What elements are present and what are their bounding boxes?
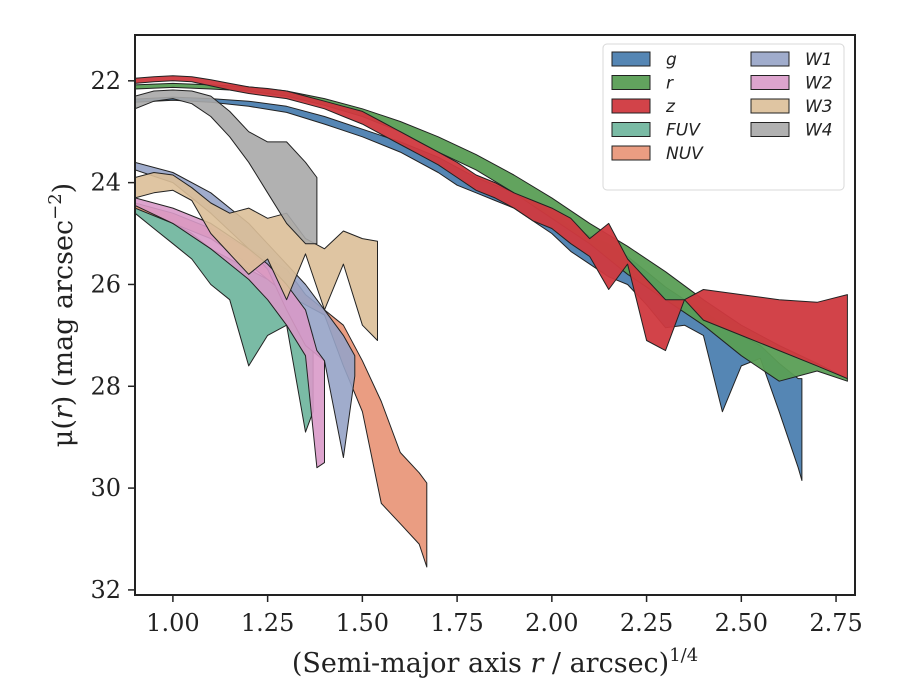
x-tick-label: 1.00 [146,609,199,637]
legend-label-w1: W1 [805,50,833,70]
series-bands [135,75,848,568]
x-tick-label: 2.75 [809,609,862,637]
legend-swatch-w3 [750,98,790,114]
legend: grz FUV NUV W1 W2 W3 W4 [602,43,845,191]
y-tick-label: 32 [90,576,121,604]
x-tick-label: 1.25 [241,609,294,637]
y-tick-label: 22 [90,67,121,95]
legend-label-r: r [666,74,674,94]
legend-swatch-fuv [611,122,651,137]
band-z [135,75,848,380]
x-tick-label: 2.00 [525,609,578,637]
x-tick-label: 1.50 [336,609,389,637]
y-tick-label: 24 [90,169,121,197]
legend-label-w3: W3 [805,97,833,117]
legend-label-w4: W4 [805,121,833,141]
y-tick-label: 28 [90,372,121,400]
plot-frame [134,34,856,596]
legend-swatch-w1 [750,51,790,67]
legend-swatch-nuv [611,145,651,161]
legend-label-fuv: FUV [666,121,701,141]
band-w3 [135,172,378,341]
x-tick-label: 2.50 [715,609,768,637]
y-axis: 22 24 26 28 30 32 [90,67,135,604]
x-axis: 1.00 1.25 1.50 1.75 2.00 2.25 2.50 2.75 [146,595,863,637]
legend-swatch-w4 [750,122,790,137]
x-axis-label: (Semi-major axis r / arcsec)1/4 [292,645,698,679]
x-tick-label: 1.75 [430,609,483,637]
y-tick-label: 30 [90,474,121,502]
x-tick-label: 2.25 [620,609,673,637]
legend-label-nuv: NUV [666,144,704,164]
legend-swatch-g [611,51,651,67]
y-axis-label: μ(r) (mag arcsec−2) [45,183,79,447]
legend-label-z: z [665,97,676,117]
legend-label-w2: W2 [805,74,833,94]
legend-swatch-z [611,98,651,114]
legend-swatch-r [611,75,651,90]
band-w4 [135,89,318,245]
y-tick-label: 26 [90,270,121,298]
legend-swatch-w2 [750,75,790,90]
legend-label-g: g [666,50,677,70]
